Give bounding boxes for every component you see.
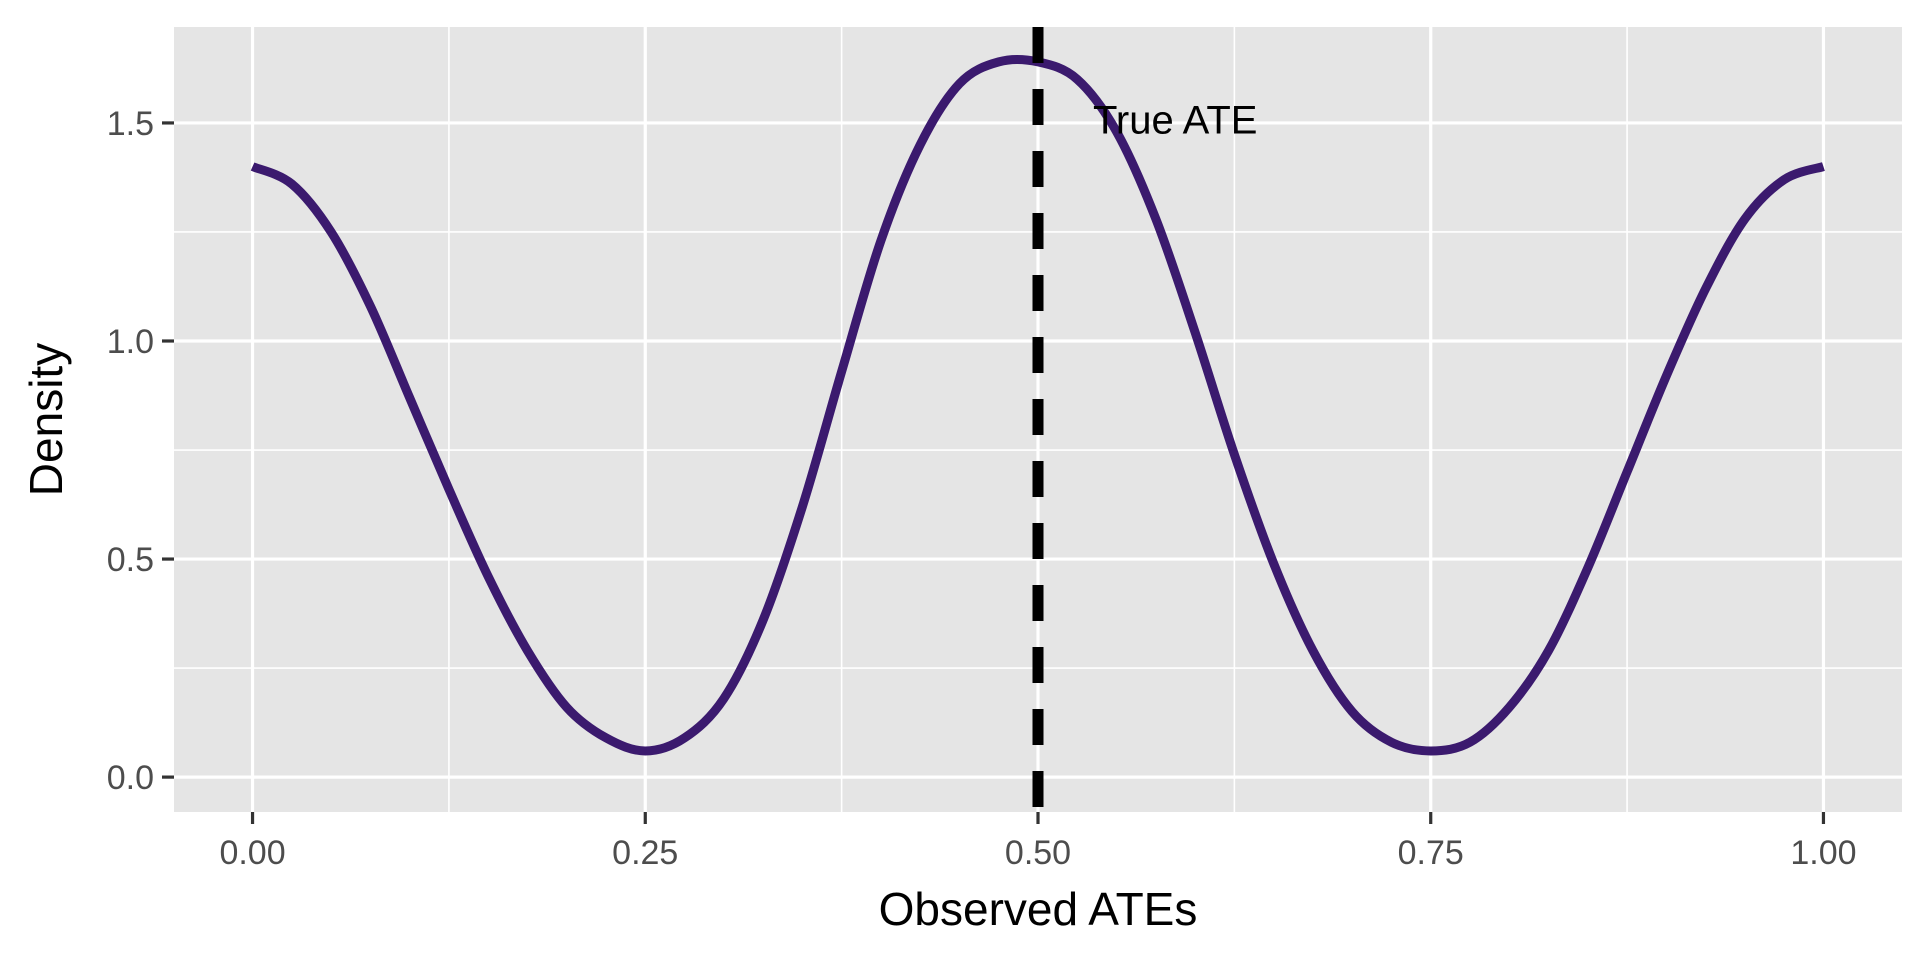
y-tick-label: 0.0 — [107, 759, 154, 797]
x-tick-label: 0.00 — [219, 834, 285, 872]
x-axis: 0.00 0.25 0.50 0.75 1.00 — [219, 812, 1857, 872]
y-tick-label: 1.5 — [107, 105, 154, 143]
x-tick-label: 0.50 — [1005, 834, 1071, 872]
x-tick-label: 0.25 — [612, 834, 678, 872]
annotation-true-ate: True ATE — [1093, 99, 1258, 143]
annotation-layer: True ATE — [1093, 99, 1258, 143]
x-tick-label: 1.00 — [1790, 834, 1856, 872]
y-tick-label: 1.0 — [107, 323, 154, 361]
y-axis-title: Density — [20, 343, 72, 496]
y-axis: 0.0 0.5 1.0 1.5 — [107, 105, 174, 797]
x-axis-title: Observed ATEs — [879, 883, 1198, 935]
x-tick-label: 0.75 — [1398, 834, 1464, 872]
y-tick-label: 0.5 — [107, 541, 154, 579]
